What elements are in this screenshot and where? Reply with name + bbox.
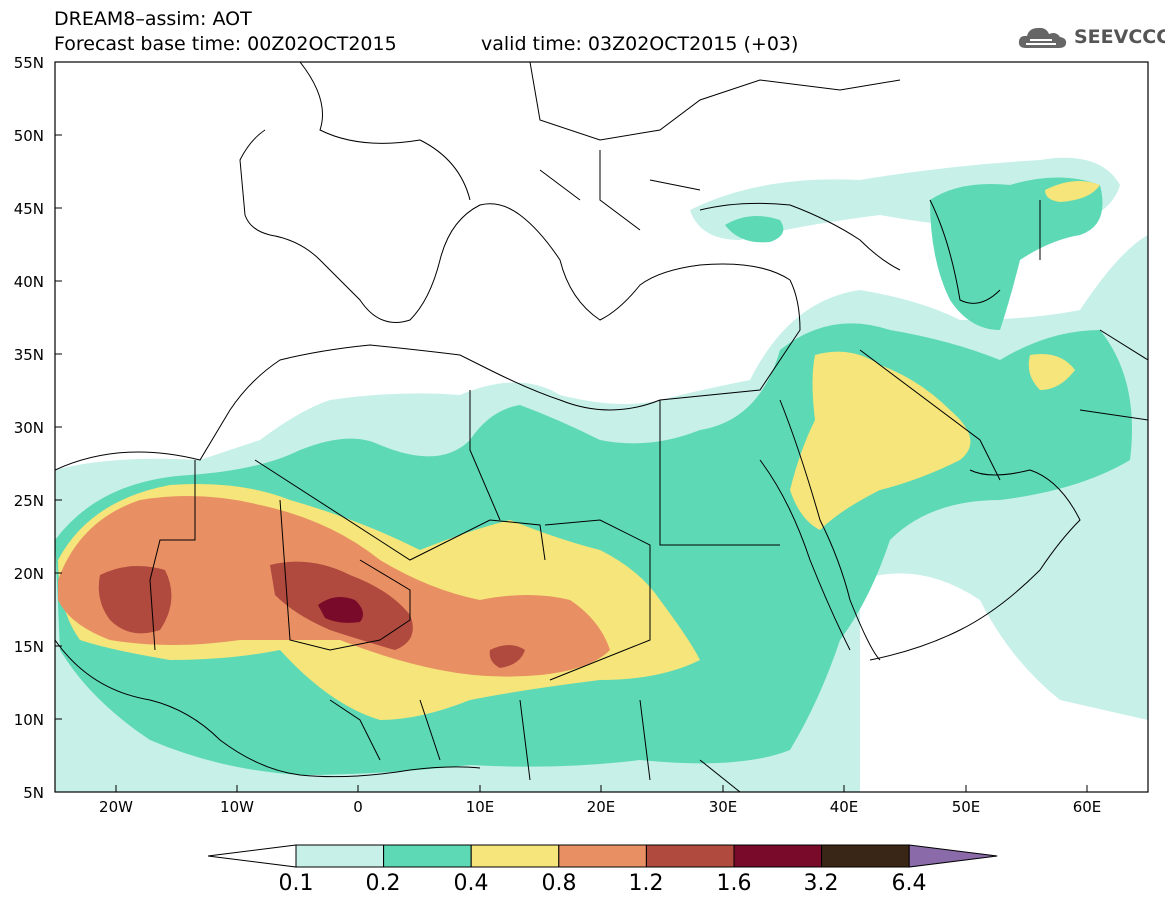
forecast-base-time: Forecast base time: 00Z02OCT2015 [54, 33, 397, 55]
colorbar-segment [733, 844, 823, 868]
lat-label: 55N [13, 54, 44, 72]
lat-label: 5N [23, 784, 44, 802]
axis-ticks [55, 134, 1088, 792]
colorbar-label: 3.2 [803, 871, 839, 896]
colorbar-label: 0.8 [541, 871, 577, 896]
lat-label: 40N [13, 273, 44, 291]
colorbar-label: 1.2 [628, 871, 664, 896]
lon-label: 50E [951, 798, 981, 816]
lat-label: 50N [13, 127, 44, 145]
colorbar-label: 6.4 [891, 871, 927, 896]
aot-band-0.4-iran [1028, 354, 1075, 390]
lon-label: 40E [829, 798, 859, 816]
cloud-icon [1018, 27, 1067, 48]
colorbar-segment [645, 844, 735, 868]
aot-band-0.2-blacksea [725, 216, 784, 243]
lon-label: 10E [465, 798, 495, 816]
lon-label: 10W [220, 798, 254, 816]
colorbar-label: 0.1 [278, 871, 314, 896]
lat-label: 25N [13, 492, 44, 510]
colorbar-segment [383, 844, 472, 868]
map-title: DREAM8–assim: AOT [54, 8, 252, 30]
lat-label: 45N [13, 200, 44, 218]
lon-label: 60E [1072, 798, 1102, 816]
lon-label: 20W [99, 798, 133, 816]
aot-band-1.2 [98, 566, 172, 634]
lon-label: 0 [353, 798, 363, 816]
seevccc-logo: SEEVCCC [1016, 22, 1165, 52]
colorbar-segment [295, 844, 385, 868]
borders [55, 62, 1148, 792]
colorbar-over-triangle [908, 844, 998, 868]
lon-label: 30E [708, 798, 738, 816]
aot-band-0.4-kazakh [1045, 181, 1100, 202]
aot-field [55, 62, 1148, 792]
lon-label: 20E [586, 798, 616, 816]
logo-text: SEEVCCC [1074, 26, 1165, 48]
colorbar-segment [821, 844, 910, 868]
aot-band-1.6 [318, 596, 364, 623]
colorbar-label: 1.6 [716, 871, 752, 896]
aot-band-0.2-caspian [930, 177, 1103, 330]
lat-label: 30N [13, 419, 44, 437]
colorbar-segment [470, 844, 560, 868]
lat-label: 15N [13, 638, 44, 656]
colorbar-segment [558, 844, 647, 868]
lat-label: 10N [13, 711, 44, 729]
lat-label: 20N [13, 565, 44, 583]
lat-label: 35N [13, 346, 44, 364]
aot-band-1.2-sudan [489, 645, 525, 668]
aot-band-0.4-arabia [790, 351, 971, 530]
colorbar-label: 0.4 [453, 871, 489, 896]
colorbar-label: 0.2 [365, 871, 401, 896]
colorbar-under-triangle [207, 844, 297, 868]
aot-clear-east [860, 573, 1148, 792]
valid-time: valid time: 03Z02OCT2015 (+03) [481, 33, 799, 55]
